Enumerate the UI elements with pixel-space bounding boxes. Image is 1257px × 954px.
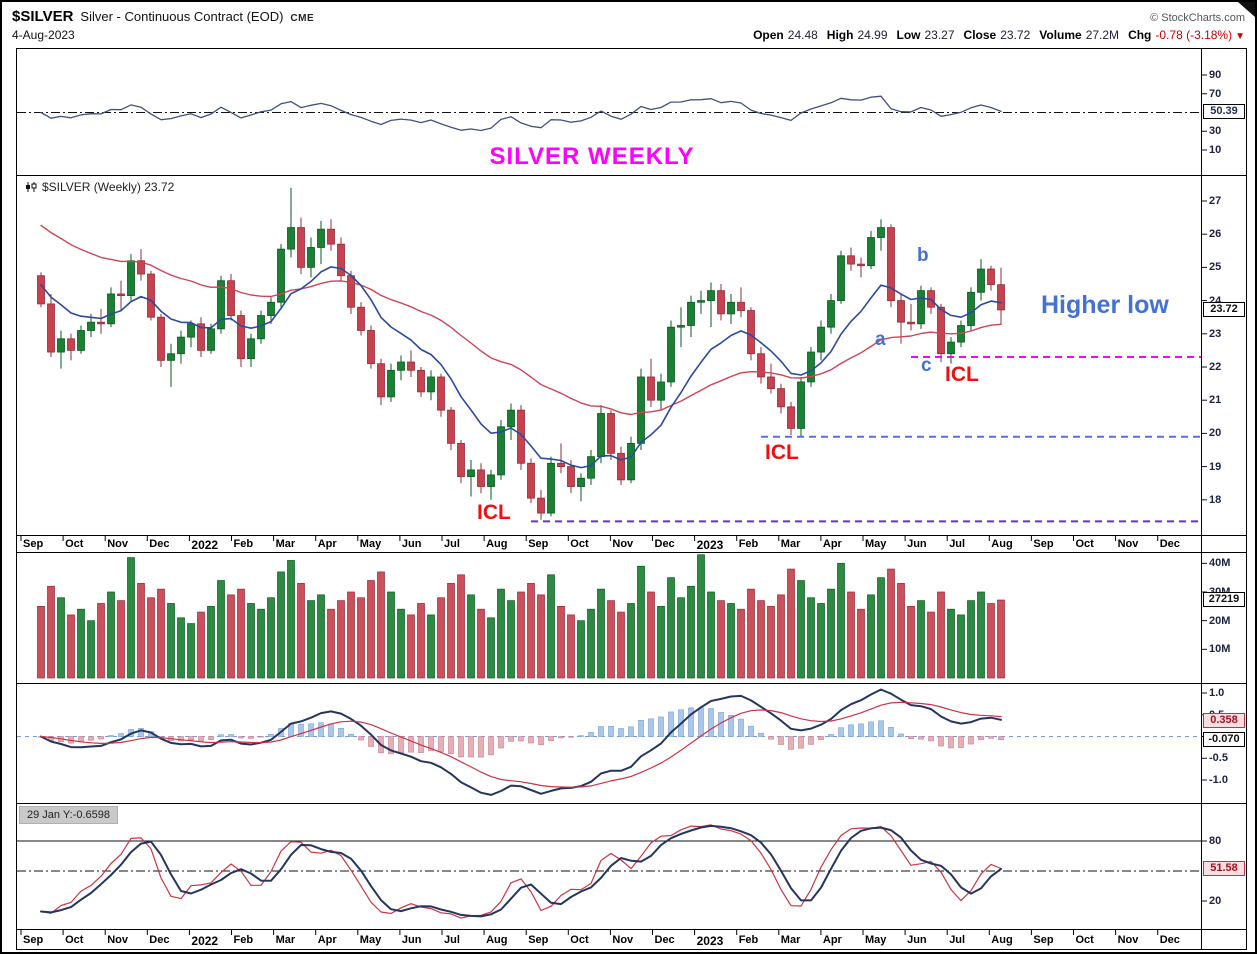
annotation-icl-right: ICL (945, 363, 979, 386)
annotation-silver-weekly: SILVER WEEKLY (489, 143, 695, 170)
chart-canvas[interactable] (17, 49, 1246, 949)
annotation-icl-middle: ICL (765, 441, 799, 464)
chart-frame: 90 70 30 10 27 26 25 24 23 22 21 20 19 18 40M 30M 20M 10M… (16, 48, 1247, 950)
volume-value: 27.2M (1085, 28, 1120, 42)
annotation-wave-c: c (921, 355, 932, 376)
annotation-wave-b: b (917, 245, 929, 266)
panel-separators (17, 49, 1246, 949)
close-label: Close (963, 28, 997, 42)
chart-header: $SILVER Silver - Continuous Contract (EO… (2, 2, 1255, 25)
rsi-line (40, 95, 1002, 132)
annotation-icl-left: ICL (477, 501, 511, 524)
price-legend[interactable]: $SILVER (Weekly) 23.72 (25, 180, 174, 194)
low-value: 23.27 (924, 28, 955, 42)
ma-slow-line (40, 224, 1002, 416)
ma-fast-line (40, 266, 1002, 469)
volume-bars (37, 554, 1005, 679)
symbol: $SILVER (12, 8, 74, 25)
open-value: 24.48 (787, 28, 818, 42)
open-label: Open (753, 28, 784, 42)
candlestick-icon (26, 182, 37, 192)
quote-row: 4-Aug-2023 Open 24.48 High 24.99 Low 23.27 … (2, 25, 1255, 42)
quote-strip: Open 24.48 High 24.99 Low 23.27 Close 23.72 … (744, 28, 1245, 42)
symbol-description: Silver - Continuous Contract (EOD) (80, 9, 284, 24)
chart-date: 4-Aug-2023 (12, 28, 75, 42)
price-legend-text: $SILVER (Weekly) 23.72 (42, 180, 175, 194)
exchange-label: CME (290, 13, 315, 24)
annotation-wave-a: a (875, 329, 886, 350)
macd-histogram (38, 707, 1004, 758)
high-value: 24.99 (857, 28, 888, 42)
chg-value: -0.78 (-3.18%) (1155, 28, 1233, 42)
close-value: 23.72 (1000, 28, 1031, 42)
signal-line (40, 701, 1002, 788)
stoch-k-line (40, 824, 1002, 919)
macd-line (40, 688, 1002, 796)
chg-label: Chg (1128, 28, 1152, 42)
stoch-d-line (40, 824, 1002, 918)
support-lines (531, 356, 1201, 523)
low-label: Low (896, 28, 921, 42)
high-label: High (826, 28, 854, 42)
page-curl-artifact (1238, 2, 1255, 17)
volume-label: Volume (1039, 28, 1082, 42)
crosshair-readout: 29 Jan Y:-0.6598 (19, 806, 118, 824)
change-down-arrow-icon: ▼ (1235, 31, 1245, 42)
reference-lines (17, 112, 1201, 872)
annotation-higher-low: Higher low (1041, 291, 1169, 319)
copyright: © StockCharts.com (1150, 12, 1245, 24)
